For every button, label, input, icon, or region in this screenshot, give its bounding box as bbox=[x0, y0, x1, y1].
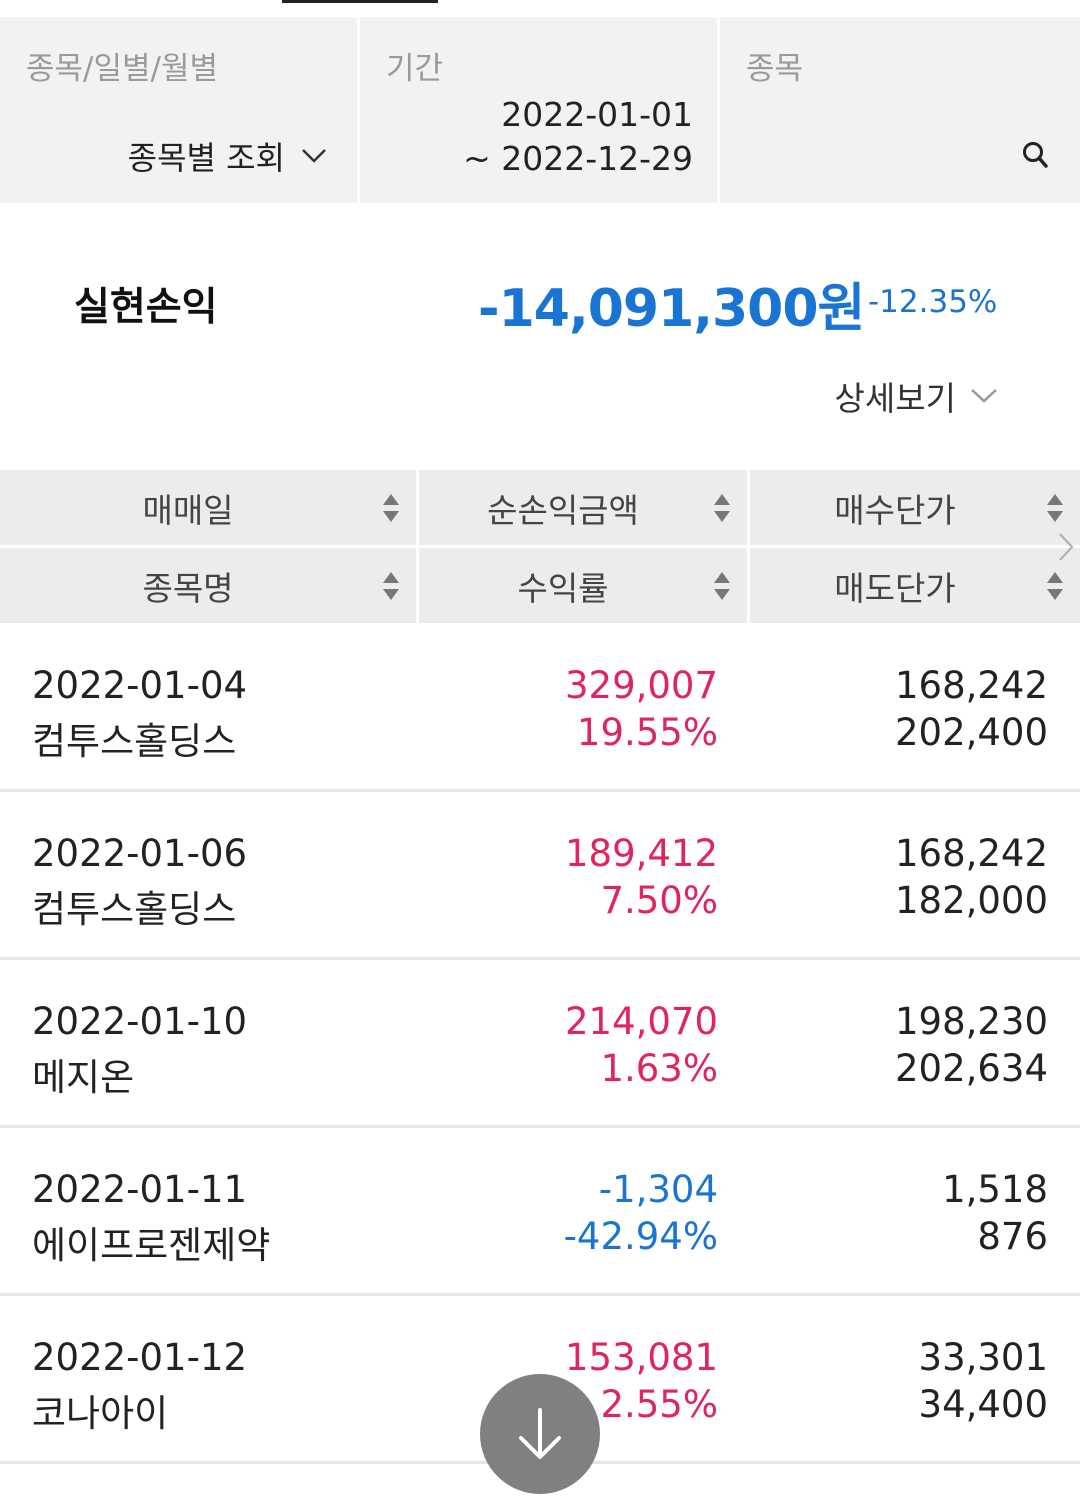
net-profit: 189,412 bbox=[564, 832, 718, 875]
period-end: ~ 2022-12-29 bbox=[463, 139, 693, 178]
sell-price: 182,000 bbox=[894, 879, 1048, 922]
header-buy-price: 매수단가 bbox=[834, 490, 956, 530]
buy-price: 168,242 bbox=[894, 832, 1048, 875]
return-rate: 2.55% bbox=[600, 1383, 718, 1426]
period-value[interactable]: 2022-01-01 ~ 2022-12-29 bbox=[463, 93, 693, 181]
header-stock-name: 종목명 bbox=[142, 568, 234, 608]
header-net-profit: 순손익금액 bbox=[487, 490, 639, 530]
header-row-1: 매매일 순손익금액 매수단가 bbox=[0, 470, 1080, 545]
chevron-down-icon bbox=[302, 149, 326, 163]
sort-icon bbox=[383, 494, 399, 522]
realized-pnl-amount: -14,091,300원 bbox=[478, 279, 865, 339]
sort-icon bbox=[714, 494, 730, 522]
sell-price: 202,400 bbox=[894, 711, 1048, 754]
trade-date: 2022-01-11 bbox=[32, 1168, 248, 1211]
return-rate: 19.55% bbox=[576, 711, 718, 754]
trade-date: 2022-01-04 bbox=[32, 664, 248, 707]
chevron-down-icon bbox=[971, 389, 997, 403]
detail-toggle-button[interactable]: 상세보기 bbox=[835, 372, 998, 420]
stock-label: 종목 bbox=[746, 51, 804, 87]
stock-name: 컴투스홀딩스 bbox=[32, 720, 237, 763]
table-row[interactable]: 2022-01-06 컴투스홀딩스 189,412 7.50% 168,242 … bbox=[0, 792, 1080, 960]
net-profit: 329,007 bbox=[564, 664, 718, 707]
stock-name: 메지온 bbox=[32, 1056, 135, 1099]
period-label: 기간 bbox=[386, 51, 444, 87]
buy-price: 33,301 bbox=[918, 1336, 1048, 1379]
header-return-rate: 수익률 bbox=[517, 568, 609, 608]
chevron-right-icon[interactable] bbox=[1058, 532, 1074, 562]
return-rate: 7.50% bbox=[600, 879, 718, 922]
sell-price: 202,634 bbox=[894, 1047, 1048, 1090]
net-profit: -1,304 bbox=[598, 1168, 718, 1211]
stock-name: 에이프로젠제약 bbox=[32, 1224, 271, 1267]
table-row[interactable]: 2022-01-04 컴투스홀딩스 329,007 19.55% 168,242… bbox=[0, 624, 1080, 792]
net-profit: 214,070 bbox=[564, 1000, 718, 1043]
period-filter[interactable]: 기간 2022-01-01 ~ 2022-12-29 bbox=[360, 17, 717, 203]
buy-price: 198,230 bbox=[894, 1000, 1048, 1043]
sort-buy-price[interactable]: 매수단가 bbox=[750, 470, 1080, 545]
sort-icon bbox=[1047, 572, 1063, 600]
return-rate: -42.94% bbox=[563, 1215, 718, 1258]
header-sell-price: 매도단가 bbox=[834, 568, 956, 608]
sort-icon bbox=[1047, 494, 1063, 522]
realized-pnl-label: 실현손익 bbox=[74, 285, 218, 330]
table-row[interactable]: 2022-01-12 코나아이 153,081 2.55% 33,301 34,… bbox=[0, 1296, 1080, 1464]
realized-pnl-rate: -12.35% bbox=[868, 284, 998, 320]
table-header: 매매일 순손익금액 매수단가 종목명 수익률 매도단가 bbox=[0, 470, 1080, 626]
stock-name: 코나아이 bbox=[32, 1392, 169, 1435]
sort-icon bbox=[714, 572, 730, 600]
table-row[interactable]: 2022-01-11 에이프로젠제약 -1,304 -42.94% 1,518 … bbox=[0, 1128, 1080, 1296]
scroll-down-button[interactable] bbox=[480, 1374, 600, 1494]
return-rate: 1.63% bbox=[600, 1047, 718, 1090]
search-icon[interactable] bbox=[1022, 141, 1048, 169]
trade-date: 2022-01-10 bbox=[32, 1000, 248, 1043]
trade-list: 2022-01-04 컴투스홀딩스 329,007 19.55% 168,242… bbox=[0, 624, 1080, 1464]
sort-net-profit[interactable]: 순손익금액 bbox=[419, 470, 747, 545]
trade-date: 2022-01-06 bbox=[32, 832, 248, 875]
sort-stock-name[interactable]: 종목명 bbox=[0, 548, 416, 623]
table-row[interactable]: 2022-01-10 메지온 214,070 1.63% 198,230 202… bbox=[0, 960, 1080, 1128]
buy-price: 168,242 bbox=[894, 664, 1048, 707]
buy-price: 1,518 bbox=[942, 1168, 1048, 1211]
view-mode-label: 종목/일별/월별 bbox=[26, 51, 219, 87]
sell-price: 34,400 bbox=[918, 1383, 1048, 1426]
arrow-down-icon bbox=[519, 1408, 561, 1459]
view-mode-filter[interactable]: 종목/일별/월별 종목별 조회 bbox=[0, 17, 357, 203]
sort-icon bbox=[383, 572, 399, 600]
view-mode-value: 종목별 조회 bbox=[127, 139, 285, 177]
header-row-2: 종목명 수익률 매도단가 bbox=[0, 548, 1080, 623]
view-mode-select[interactable]: 종목별 조회 bbox=[128, 133, 327, 179]
stock-filter[interactable]: 종목 bbox=[720, 17, 1080, 203]
sort-trade-date[interactable]: 매매일 bbox=[0, 470, 416, 545]
net-profit: 153,081 bbox=[564, 1336, 718, 1379]
sort-sell-price[interactable]: 매도단가 bbox=[750, 548, 1080, 623]
header-trade-date: 매매일 bbox=[142, 490, 234, 530]
period-start: 2022-01-01 bbox=[501, 95, 693, 134]
sell-price: 876 bbox=[977, 1215, 1048, 1258]
detail-toggle-label: 상세보기 bbox=[834, 379, 956, 418]
stock-name: 컴투스홀딩스 bbox=[32, 888, 237, 931]
sort-return-rate[interactable]: 수익률 bbox=[419, 548, 747, 623]
filter-bar: 종목/일별/월별 종목별 조회 기간 2022-01-01 ~ 2022-12-… bbox=[0, 17, 1080, 203]
active-tab-indicator bbox=[282, 0, 438, 3]
trade-date: 2022-01-12 bbox=[32, 1336, 248, 1379]
